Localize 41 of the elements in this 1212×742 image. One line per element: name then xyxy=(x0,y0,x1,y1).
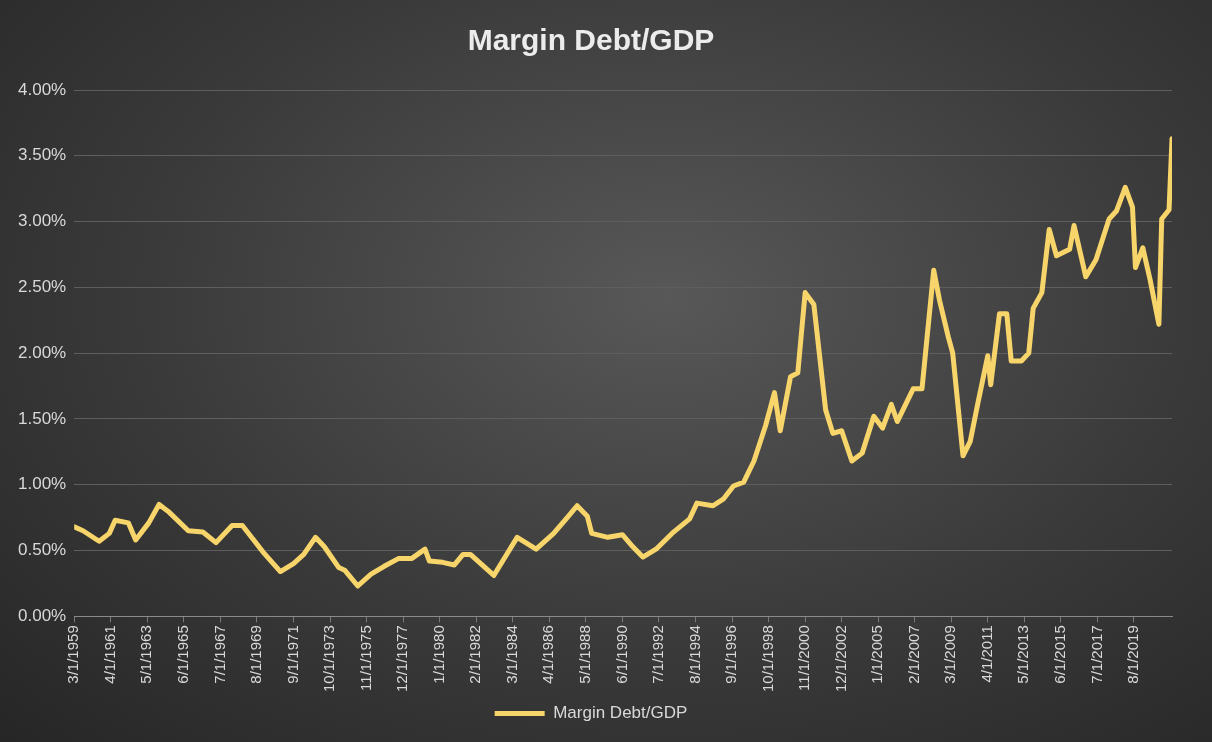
x-tick-label: 4/1/1961 xyxy=(100,625,118,684)
x-tick-label: 3/1/1984 xyxy=(502,625,520,684)
x-tick-label: 8/1/1994 xyxy=(685,625,703,684)
x-tick-label: 5/1/1988 xyxy=(575,625,593,684)
y-tick-label: 2.50% xyxy=(18,277,67,297)
x-tick-label: 8/1/2019 xyxy=(1124,625,1142,684)
y-tick-label: 2.00% xyxy=(18,342,67,362)
y-tick-label: 0.00% xyxy=(18,605,67,625)
x-tick-label: 1/1/1980 xyxy=(429,625,447,684)
x-tick-label: 3/1/2009 xyxy=(941,625,959,684)
x-tick-label: 9/1/1996 xyxy=(722,625,740,684)
y-tick-label: 1.00% xyxy=(18,474,67,494)
x-tick-label: 11/1/1975 xyxy=(356,625,374,691)
x-tick-label: 7/1/1992 xyxy=(649,625,667,684)
legend-label: Margin Debt/GDP xyxy=(553,703,688,723)
x-tick-label: 11/1/2000 xyxy=(795,625,813,691)
x-tick-label: 7/1/2017 xyxy=(1087,625,1105,684)
x-tick-label: 7/1/1967 xyxy=(210,625,228,684)
x-tick-label: 5/1/1963 xyxy=(137,625,155,684)
x-tick-label: 12/1/2002 xyxy=(831,625,849,692)
x-tick-label: 10/1/1973 xyxy=(320,625,338,692)
x-tick-label: 8/1/1969 xyxy=(247,625,265,684)
x-tick-label: 4/1/1986 xyxy=(539,625,557,684)
x-tick-label: 12/1/1977 xyxy=(393,625,411,692)
x-tick-label: 3/1/1959 xyxy=(64,625,82,684)
x-tick-label: 4/1/2011 xyxy=(977,625,995,683)
y-tick-label: 4.00% xyxy=(18,79,67,99)
x-tick-label: 1/1/2005 xyxy=(868,625,886,684)
x-tick-label: 2/1/1982 xyxy=(466,625,484,684)
x-tick-label: 6/1/1965 xyxy=(174,625,192,684)
x-tick-label: 5/1/2013 xyxy=(1014,625,1032,684)
y-tick-label: 1.50% xyxy=(18,408,67,428)
y-tick-label: 3.00% xyxy=(18,211,67,231)
y-tick-label: 0.50% xyxy=(18,540,67,560)
y-tick-label: 3.50% xyxy=(18,145,67,165)
x-tick-label: 2/1/2007 xyxy=(904,625,922,684)
x-tick-label: 10/1/1998 xyxy=(758,625,776,692)
x-tick-label: 9/1/1971 xyxy=(283,625,301,684)
x-tick-label: 6/1/2015 xyxy=(1051,625,1069,684)
x-tick-label: 6/1/1990 xyxy=(612,625,630,684)
chart-title: Margin Debt/GDP xyxy=(467,23,715,57)
